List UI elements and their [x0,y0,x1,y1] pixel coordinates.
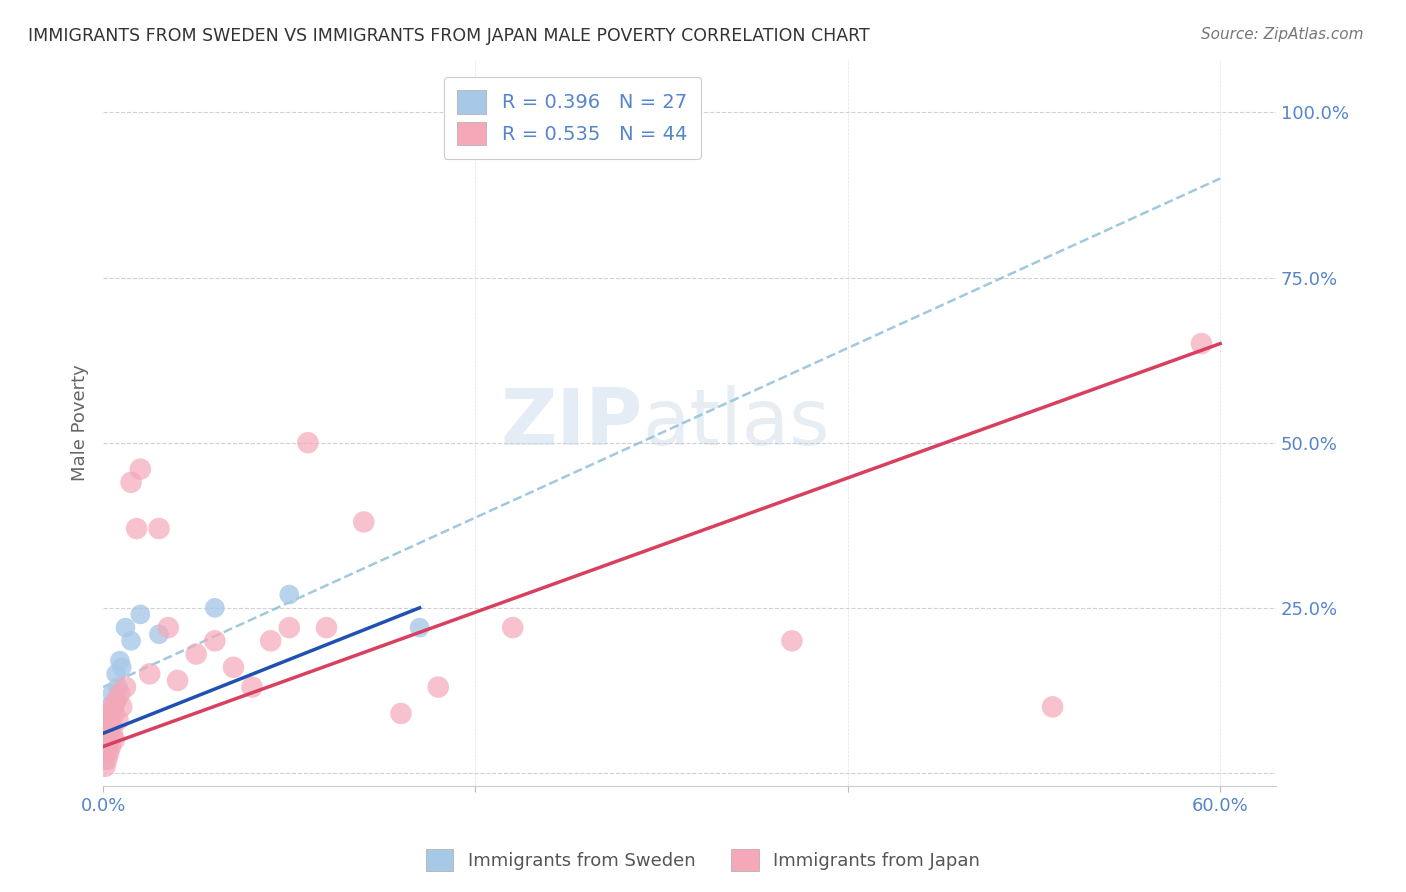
Point [94,720,117,734]
Point [97,732,120,747]
Y-axis label: Male Poverty: Male Poverty [72,365,89,482]
Point [94,726,117,740]
Point [96,732,118,747]
Point [204,633,226,648]
Point [96,713,118,727]
Text: atlas: atlas [643,384,830,461]
Text: ZIP: ZIP [501,384,643,461]
Point [107,680,129,694]
Point [278,621,301,635]
Point [101,726,124,740]
Point [1042,699,1064,714]
Point [97,746,120,760]
Point [94,759,117,773]
Point [96,726,118,740]
Point [97,739,120,754]
Point [103,732,125,747]
Point [427,680,450,694]
Point [129,462,152,476]
Point [297,435,319,450]
Point [107,713,129,727]
Point [111,660,134,674]
Point [94,732,117,747]
Point [114,621,136,635]
Point [502,621,524,635]
Legend: R = 0.396   N = 27, R = 0.535   N = 44: R = 0.396 N = 27, R = 0.535 N = 44 [444,77,702,159]
Point [157,621,180,635]
Point [148,522,170,536]
Point [100,739,122,754]
Point [105,693,128,707]
Point [103,706,125,721]
Point [222,660,245,674]
Point [108,687,131,701]
Point [108,654,131,668]
Point [240,680,263,694]
Point [148,627,170,641]
Legend: Immigrants from Sweden, Immigrants from Japan: Immigrants from Sweden, Immigrants from … [419,842,987,879]
Point [100,706,122,721]
Point [129,607,152,622]
Point [101,713,124,727]
Point [278,588,301,602]
Point [97,706,120,721]
Point [125,522,148,536]
Point [204,600,226,615]
Point [96,739,118,754]
Point [100,720,122,734]
Point [389,706,412,721]
Point [111,699,134,714]
Point [97,699,120,714]
Point [408,621,430,635]
Point [96,753,118,767]
Point [315,621,337,635]
Point [101,699,124,714]
Point [120,633,142,648]
Point [96,720,118,734]
Point [94,739,117,754]
Point [780,633,803,648]
Point [105,666,128,681]
Point [94,746,117,760]
Point [120,475,142,490]
Point [166,673,188,688]
Point [101,687,124,701]
Point [1191,336,1213,351]
Point [96,746,118,760]
Point [94,753,117,767]
Text: IMMIGRANTS FROM SWEDEN VS IMMIGRANTS FROM JAPAN MALE POVERTY CORRELATION CHART: IMMIGRANTS FROM SWEDEN VS IMMIGRANTS FRO… [28,27,870,45]
Point [96,706,118,721]
Point [103,699,125,714]
Point [186,647,208,661]
Point [97,720,120,734]
Point [114,680,136,694]
Point [100,726,122,740]
Point [138,666,160,681]
Point [105,693,128,707]
Point [260,633,283,648]
Point [353,515,375,529]
Text: Source: ZipAtlas.com: Source: ZipAtlas.com [1201,27,1364,42]
